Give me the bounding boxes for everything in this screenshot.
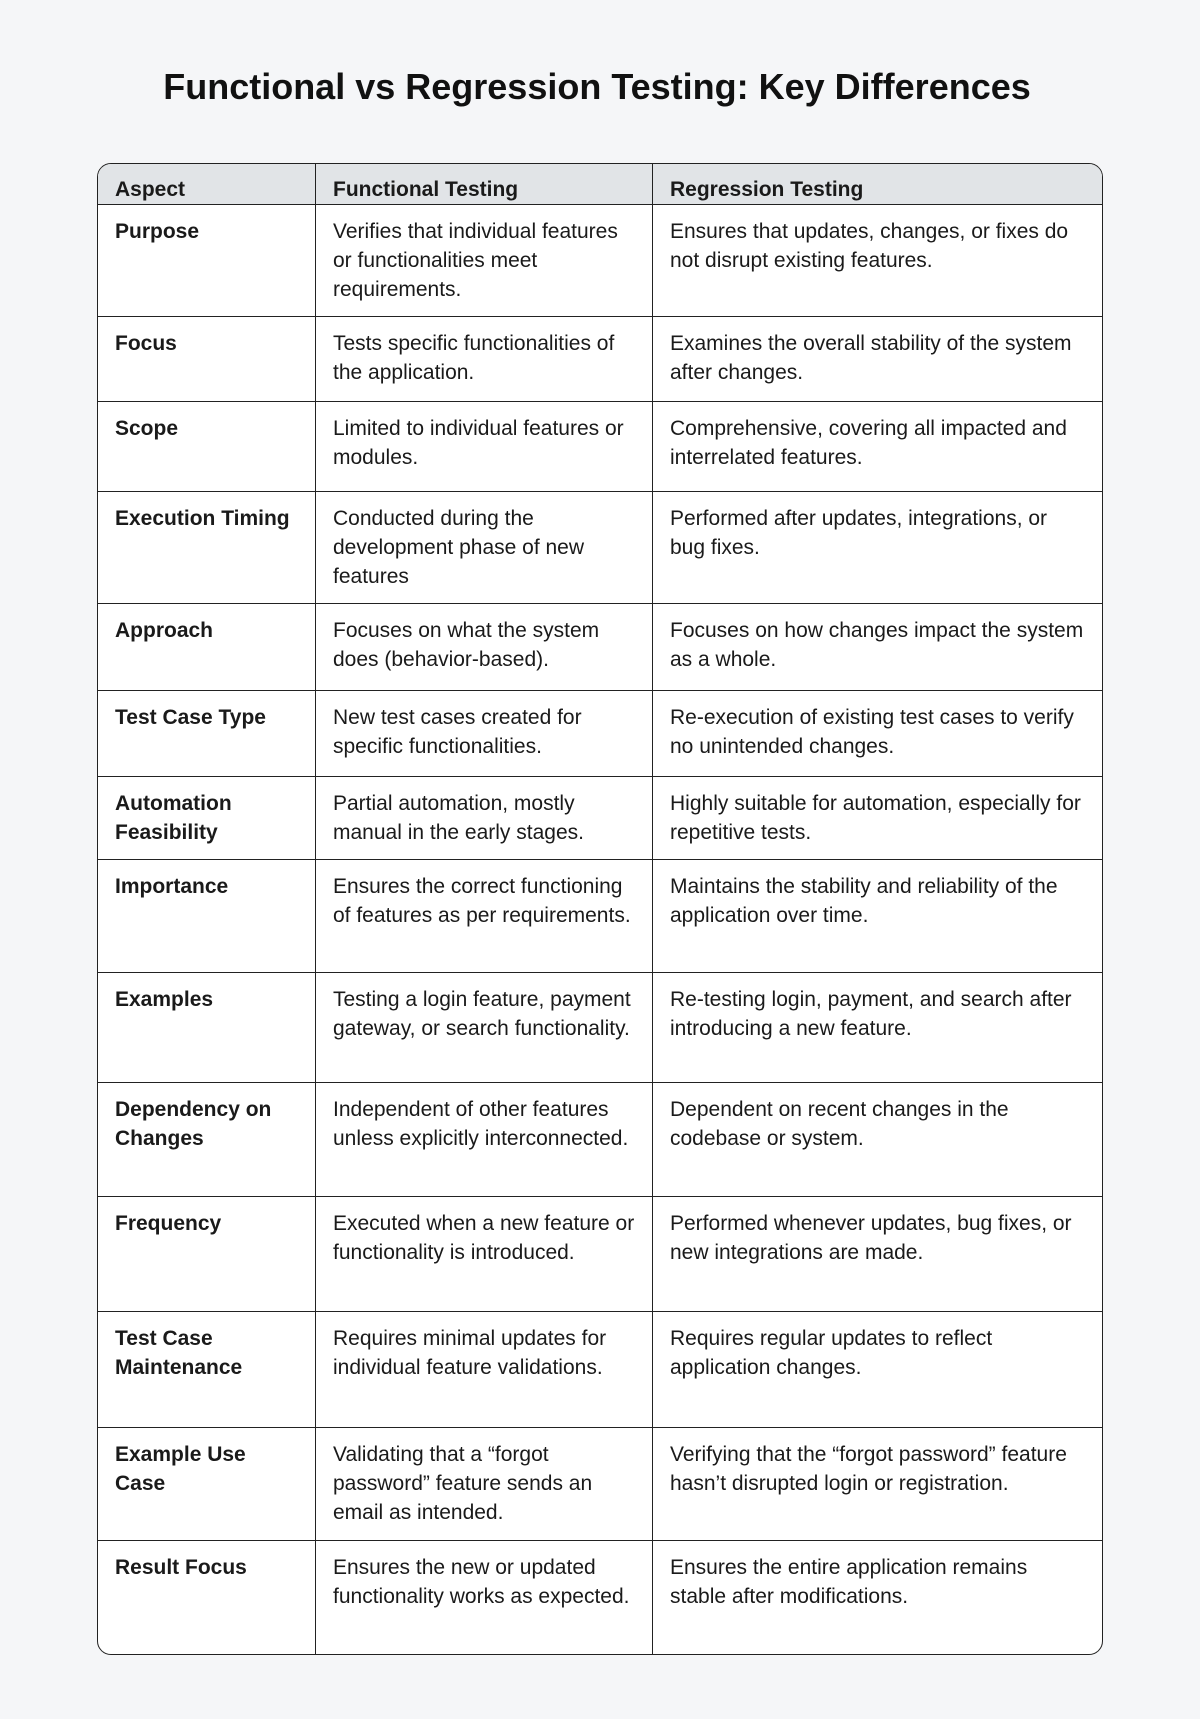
header-functional: Functional Testing <box>316 164 653 205</box>
cell-functional: Validating that a “forgot password” feat… <box>316 1428 653 1541</box>
cell-aspect: Result Focus <box>98 1541 316 1654</box>
header-regression: Regression Testing <box>653 164 1102 205</box>
cell-functional: Testing a login feature, payment gateway… <box>316 973 653 1083</box>
table-row: Scope Limited to individual features or m… <box>98 402 1102 492</box>
cell-aspect: Test Case Maintenance <box>98 1312 316 1428</box>
cell-aspect: Example Use Case <box>98 1428 316 1541</box>
cell-aspect: Dependency on Changes <box>98 1083 316 1197</box>
cell-functional: New test cases created for specific func… <box>316 691 653 777</box>
cell-functional: Tests specific functionalities of the ap… <box>316 317 653 402</box>
header-aspect: Aspect <box>98 164 316 205</box>
cell-aspect: Importance <box>98 860 316 973</box>
cell-regression: Highly suitable for automation, especial… <box>653 777 1102 860</box>
table-row: Examples Testing a login feature, payment… <box>98 973 1102 1083</box>
table-row: Purpose Verifies that individual features… <box>98 205 1102 317</box>
cell-regression: Comprehensive, covering all impacted and… <box>653 402 1102 492</box>
table-row: Test Case Type New test cases created for… <box>98 691 1102 777</box>
comparison-table: Aspect Functional Testing Regression Tes… <box>97 163 1103 1655</box>
cell-aspect: Approach <box>98 604 316 691</box>
table-row: Execution Timing Conducted during the dev… <box>98 492 1102 604</box>
cell-regression: Re-execution of existing test cases to v… <box>653 691 1102 777</box>
cell-regression: Verifying that the “forgot password” fea… <box>653 1428 1102 1541</box>
table-header-row: Aspect Functional Testing Regression Tes… <box>98 164 1102 205</box>
cell-regression: Ensures that updates, changes, or fixes … <box>653 205 1102 317</box>
cell-aspect: Scope <box>98 402 316 492</box>
cell-aspect: Test Case Type <box>98 691 316 777</box>
cell-regression: Performed after updates, integrations, o… <box>653 492 1102 604</box>
table-row: Result Focus Ensures the new or updated f… <box>98 1541 1102 1654</box>
cell-functional: Partial automation, mostly manual in the… <box>316 777 653 860</box>
cell-regression: Examines the overall stability of the sy… <box>653 317 1102 402</box>
cell-functional: Executed when a new feature or functiona… <box>316 1197 653 1312</box>
table-row: Frequency Executed when a new feature or … <box>98 1197 1102 1312</box>
cell-regression: Dependent on recent changes in the codeb… <box>653 1083 1102 1197</box>
cell-functional: Ensures the correct functioning of featu… <box>316 860 653 973</box>
cell-regression: Requires regular updates to reflect appl… <box>653 1312 1102 1428</box>
table-row: Test Case Maintenance Requires minimal up… <box>98 1312 1102 1428</box>
table-row: Dependency on Changes Independent of othe… <box>98 1083 1102 1197</box>
cell-functional: Focuses on what the system does (behavio… <box>316 604 653 691</box>
cell-aspect: Examples <box>98 973 316 1083</box>
cell-regression: Performed whenever updates, bug fixes, o… <box>653 1197 1102 1312</box>
cell-aspect: Automation Feasibility <box>98 777 316 860</box>
cell-functional: Ensures the new or updated functionality… <box>316 1541 653 1654</box>
cell-regression: Re-testing login, payment, and search af… <box>653 973 1102 1083</box>
cell-functional: Conducted during the development phase o… <box>316 492 653 604</box>
cell-aspect: Execution Timing <box>98 492 316 604</box>
cell-regression: Ensures the entire application remains s… <box>670 1556 1028 1608</box>
cell-aspect: Frequency <box>98 1197 316 1312</box>
cell-functional: Verifies that individual features or fun… <box>316 205 653 317</box>
cell-functional: Independent of other features unless exp… <box>316 1083 653 1197</box>
cell-regression: Focuses on how changes impact the system… <box>653 604 1102 691</box>
table-row: Approach Focuses on what the system does … <box>98 604 1102 691</box>
cell-aspect: Focus <box>98 317 316 402</box>
page-title: Functional vs Regression Testing: Key Di… <box>163 66 1031 107</box>
table-row: Automation Feasibility Partial automation… <box>98 777 1102 860</box>
table-row: Example Use Case Validating that a “forgo… <box>98 1428 1102 1541</box>
cell-functional: Requires minimal updates for individual … <box>316 1312 653 1428</box>
cell-regression: Maintains the stability and reliability … <box>653 860 1102 973</box>
table-row: Focus Tests specific functionalities of t… <box>98 317 1102 402</box>
cell-functional: Limited to individual features or module… <box>316 402 653 492</box>
table-row: Importance Ensures the correct functionin… <box>98 860 1102 973</box>
cell-aspect: Purpose <box>98 205 316 317</box>
